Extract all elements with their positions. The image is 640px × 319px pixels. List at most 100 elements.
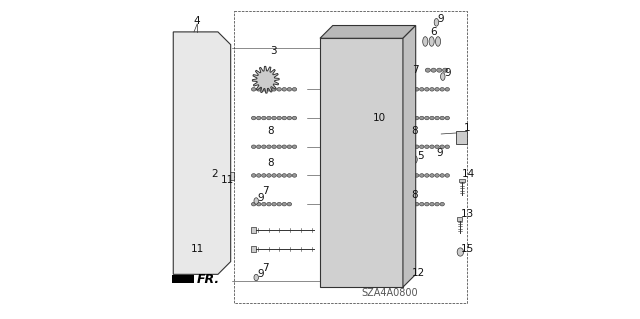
Ellipse shape [207, 91, 210, 94]
Polygon shape [460, 179, 465, 182]
Ellipse shape [184, 166, 189, 172]
Ellipse shape [252, 202, 256, 206]
Ellipse shape [184, 164, 207, 193]
Ellipse shape [420, 202, 424, 206]
Ellipse shape [345, 139, 353, 148]
Text: 9: 9 [258, 193, 264, 203]
Text: 8: 8 [268, 126, 274, 136]
Ellipse shape [267, 116, 271, 120]
Ellipse shape [424, 174, 429, 177]
Ellipse shape [434, 19, 438, 26]
Ellipse shape [181, 132, 184, 136]
Ellipse shape [267, 87, 271, 91]
Text: 8: 8 [411, 189, 417, 200]
Ellipse shape [435, 87, 439, 91]
Ellipse shape [184, 236, 189, 242]
Ellipse shape [190, 214, 195, 220]
Text: 5: 5 [417, 151, 424, 161]
Ellipse shape [435, 37, 440, 46]
Text: 4: 4 [194, 16, 200, 26]
Ellipse shape [257, 116, 261, 120]
Ellipse shape [207, 250, 210, 254]
Ellipse shape [425, 68, 430, 72]
Ellipse shape [415, 116, 419, 120]
Ellipse shape [420, 174, 424, 177]
Polygon shape [320, 26, 416, 38]
Polygon shape [456, 131, 467, 144]
Ellipse shape [203, 121, 208, 128]
Ellipse shape [184, 99, 189, 105]
Ellipse shape [333, 264, 339, 272]
Ellipse shape [277, 174, 282, 177]
Ellipse shape [440, 87, 444, 91]
Text: 12: 12 [412, 268, 426, 278]
Ellipse shape [282, 116, 287, 120]
Ellipse shape [342, 80, 368, 112]
Ellipse shape [378, 231, 390, 247]
Ellipse shape [287, 202, 292, 206]
Text: 1: 1 [463, 122, 470, 133]
Ellipse shape [410, 202, 414, 206]
Ellipse shape [424, 202, 429, 206]
Ellipse shape [209, 99, 214, 105]
Ellipse shape [277, 202, 282, 206]
Text: 13: 13 [461, 209, 474, 219]
Ellipse shape [415, 87, 419, 91]
Ellipse shape [435, 145, 439, 149]
Ellipse shape [188, 247, 191, 251]
Polygon shape [457, 217, 462, 221]
Text: 11: 11 [191, 244, 204, 254]
Ellipse shape [282, 145, 287, 149]
Ellipse shape [429, 145, 434, 149]
Polygon shape [172, 275, 194, 283]
Polygon shape [252, 246, 256, 252]
Ellipse shape [272, 116, 276, 120]
Ellipse shape [292, 116, 297, 120]
Ellipse shape [349, 88, 362, 104]
Ellipse shape [429, 174, 434, 177]
Ellipse shape [209, 54, 214, 61]
Polygon shape [323, 169, 400, 172]
Ellipse shape [257, 87, 261, 91]
Ellipse shape [287, 174, 292, 177]
Ellipse shape [262, 145, 266, 149]
Ellipse shape [282, 87, 287, 91]
Text: 2: 2 [211, 169, 218, 179]
Ellipse shape [272, 202, 276, 206]
Ellipse shape [440, 145, 444, 149]
Ellipse shape [267, 145, 271, 149]
Ellipse shape [380, 103, 394, 121]
Ellipse shape [422, 37, 428, 46]
Ellipse shape [188, 151, 191, 155]
Text: 9: 9 [444, 68, 451, 78]
Polygon shape [323, 137, 400, 140]
Ellipse shape [435, 174, 439, 177]
Ellipse shape [435, 202, 439, 206]
Text: SZA4A0800: SZA4A0800 [362, 288, 419, 299]
Ellipse shape [424, 116, 429, 120]
Ellipse shape [184, 121, 189, 128]
Ellipse shape [184, 144, 189, 150]
Ellipse shape [254, 274, 259, 281]
Ellipse shape [442, 68, 447, 72]
Polygon shape [320, 38, 403, 287]
Ellipse shape [262, 174, 266, 177]
Ellipse shape [189, 219, 202, 234]
Ellipse shape [262, 87, 266, 91]
Ellipse shape [440, 202, 444, 206]
Ellipse shape [420, 116, 424, 120]
Ellipse shape [445, 174, 449, 177]
Ellipse shape [420, 145, 424, 149]
Ellipse shape [277, 116, 282, 120]
Ellipse shape [257, 202, 261, 206]
Text: 8: 8 [411, 126, 417, 136]
Polygon shape [173, 32, 230, 274]
Ellipse shape [196, 144, 202, 150]
Ellipse shape [203, 236, 208, 242]
Text: 11: 11 [221, 175, 234, 185]
Ellipse shape [406, 270, 413, 279]
Ellipse shape [252, 116, 256, 120]
Ellipse shape [436, 68, 442, 72]
Text: 9: 9 [258, 269, 264, 279]
Ellipse shape [262, 116, 266, 120]
